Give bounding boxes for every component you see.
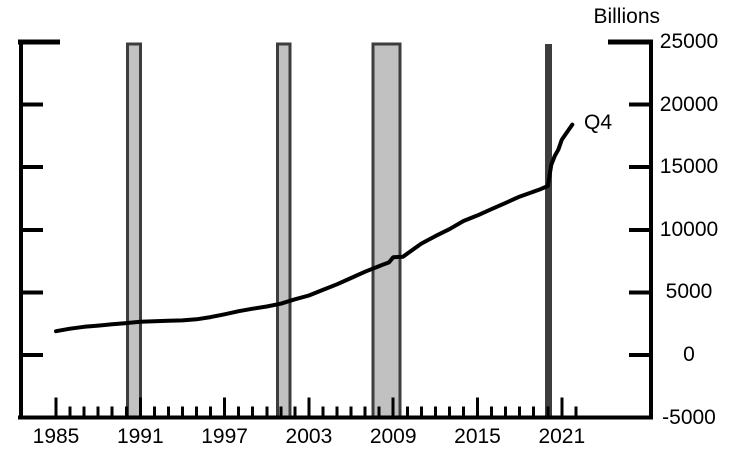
x-tick-label: 2003: [285, 425, 333, 448]
y-tick-label: 20000: [659, 92, 719, 116]
data-line: [54, 122, 575, 334]
y-tick-label: 0: [683, 343, 695, 366]
x-tick-label: 1991: [116, 425, 164, 448]
y-axis-unit-label: Billions: [593, 5, 660, 28]
x-tick-label: 1985: [32, 425, 80, 448]
y-tick-label: 15000: [659, 155, 719, 179]
x-tick-label: 2021: [538, 425, 586, 448]
recession-band-dark: [544, 44, 552, 418]
recession-band: [371, 42, 402, 420]
series-end-label: Q4: [584, 111, 613, 134]
recession-band: [126, 42, 142, 420]
x-tick-label: 2015: [454, 425, 501, 448]
x-tick-label: 1997: [201, 425, 248, 448]
y-tick-label: -5000: [662, 405, 716, 429]
y-tick-label: 5000: [665, 280, 713, 304]
y-tick-label: 25000: [659, 30, 719, 53]
x-tick-label: 2009: [369, 425, 417, 448]
y-tick-label: 10000: [659, 217, 719, 241]
recession-band: [275, 42, 292, 420]
